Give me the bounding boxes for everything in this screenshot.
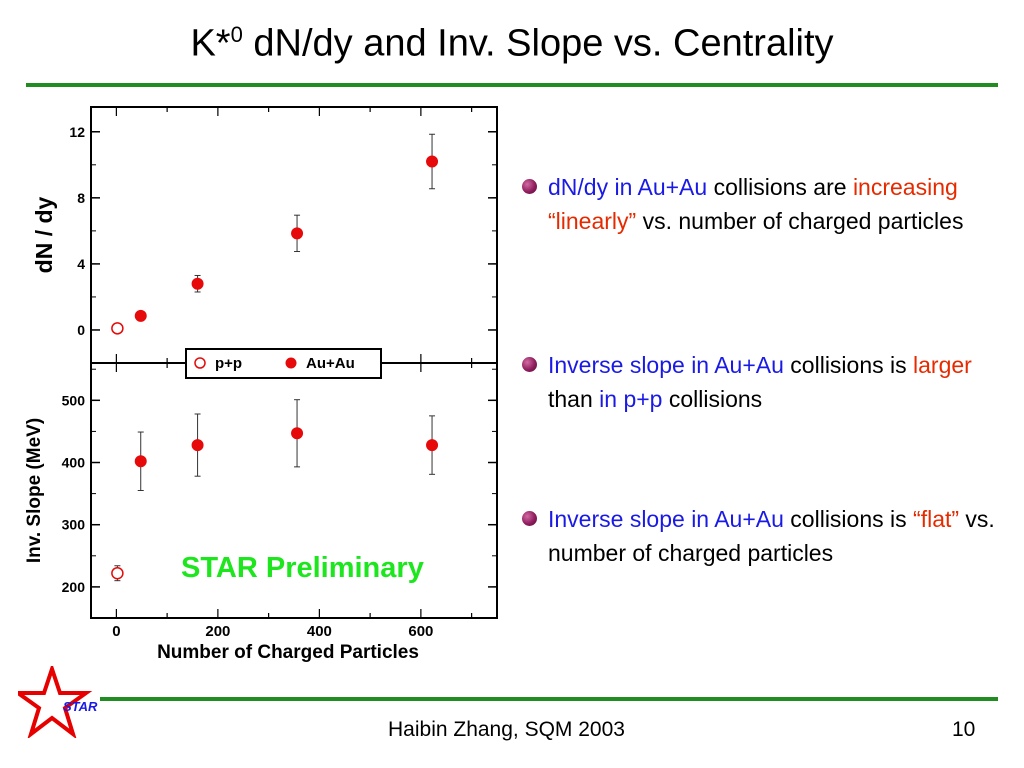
- y-tick-label: 200: [62, 579, 86, 595]
- footer-author: Haibin Zhang, SQM 2003: [388, 718, 625, 741]
- bullet-segment: “flat”: [913, 506, 960, 532]
- x-tick-label: 600: [408, 623, 433, 640]
- bullet-segment: larger: [913, 352, 972, 378]
- slide-title: K*0 dN/dy and Inv. Slope vs. Centrality: [190, 22, 834, 65]
- y-tick-label: 500: [62, 392, 86, 408]
- footer-divider: [100, 697, 998, 701]
- data-point-pp: [111, 322, 124, 335]
- dndy-plot: 0 4 8 12 dN / dy: [31, 106, 498, 364]
- bullet-item: dN/dy in Au+Au collisions are increasing…: [520, 170, 1000, 238]
- y-axis-label: Inv. Slope (MeV): [24, 418, 45, 563]
- data-point-auau: [191, 277, 204, 290]
- data-point-auau: [134, 455, 147, 468]
- bullet-segment: collisions: [662, 386, 763, 412]
- x-tick-label: 200: [205, 623, 230, 640]
- data-point-pp: [111, 566, 124, 580]
- y-tick-label: 8: [77, 190, 85, 206]
- bullet-segment: collisions are: [707, 174, 853, 200]
- data-point-auau: [426, 439, 439, 452]
- bullet-segment: vs. number of charged particles: [636, 208, 964, 234]
- legend-marker-pp: [194, 357, 206, 369]
- bullet-segment: Inverse slope in Au+Au: [548, 352, 784, 378]
- bullet-text: Inverse slope in Au+Au collisions is “fl…: [548, 506, 995, 566]
- y-tick-label: 400: [62, 455, 86, 471]
- y-tick-label: 4: [77, 256, 85, 272]
- bullet-segment: collisions is: [783, 352, 914, 378]
- bullet-segment: vs. number of charged particles: [548, 506, 995, 566]
- y-tick-label: 300: [62, 517, 86, 533]
- x-tick-label: 0: [112, 623, 120, 640]
- x-axis-label: Number of Charged Particles: [157, 642, 419, 663]
- bullet-segment: dN/dy in Au+Au: [548, 174, 708, 200]
- inv-slope-plot: 200 300 400 500 0 200 400 600 Inv. Slope (MeV) Nu…: [24, 362, 498, 663]
- bullet-text: dN/dy in Au+Au collisions are increasing…: [548, 174, 963, 234]
- y-tick-label: 12: [69, 124, 85, 140]
- x-tick-label: 400: [307, 623, 332, 640]
- legend-label-auau: Au+Au: [306, 355, 355, 372]
- bullet-segment: collisions is: [783, 506, 914, 532]
- legend-label-pp: p+p: [215, 355, 242, 372]
- bullet-segment: Inverse slope in Au+Au: [548, 506, 784, 532]
- y-axis-label: dN / dy: [31, 196, 57, 273]
- star-logo-text: STAR: [63, 699, 98, 714]
- bullet-dot-icon: [522, 179, 537, 194]
- bullet-item: Inverse slope in Au+Au collisions is “fl…: [520, 502, 1000, 570]
- data-point-auau: [291, 227, 304, 240]
- bullet-segment: in p+p: [599, 386, 663, 412]
- bullet-text: Inverse slope in Au+Au collisions is lar…: [548, 352, 972, 412]
- data-point-auau: [191, 439, 204, 452]
- star-logo-icon: STAR: [18, 666, 98, 738]
- bullet-dot-icon: [522, 357, 537, 372]
- legend-marker-auau: [285, 357, 297, 369]
- bullet-item: Inverse slope in Au+Au collisions is lar…: [520, 348, 1000, 416]
- data-point-auau: [134, 309, 147, 322]
- data-point-auau: [426, 155, 439, 168]
- bullet-dot-icon: [522, 511, 537, 526]
- bullet-segment: increasing “linearly”: [548, 174, 958, 234]
- star-preliminary-label: STAR Preliminary: [181, 552, 424, 584]
- title-divider: [26, 83, 998, 87]
- legend-box: [185, 348, 382, 379]
- bullet-segment: than: [548, 386, 600, 412]
- legend: p+p Au+Au: [185, 348, 382, 379]
- page-number: 10: [952, 718, 976, 741]
- y-tick-label: 0: [77, 322, 85, 338]
- data-point-auau: [291, 427, 304, 440]
